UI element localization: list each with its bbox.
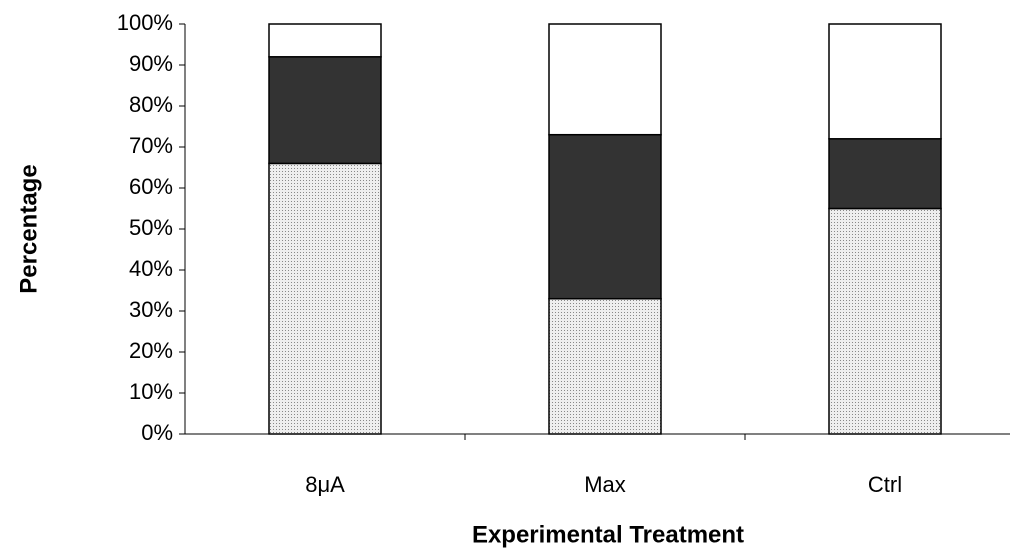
y-tick-label: 10% (129, 379, 173, 404)
x-tick-label: 8μA (305, 472, 345, 497)
bar-segment (268, 23, 382, 58)
y-tick-label: 40% (129, 256, 173, 281)
bar-segment (268, 56, 382, 165)
y-tick-label: 60% (129, 174, 173, 199)
y-tick-label: 50% (129, 215, 173, 240)
x-axis-title: Experimental Treatment (472, 521, 744, 548)
y-tick-label: 70% (129, 133, 173, 158)
bar-segment (548, 23, 662, 136)
bar-segment (548, 133, 662, 300)
bar-segment (268, 162, 382, 435)
y-tick-label: 90% (129, 51, 173, 76)
y-tick-label: 20% (129, 338, 173, 363)
x-tick-label: Ctrl (868, 472, 902, 497)
bar-segment (828, 23, 942, 140)
y-axis-title: Percentage (15, 164, 42, 293)
y-tick-label: 30% (129, 297, 173, 322)
bar-segment (828, 207, 942, 435)
y-tick-label: 100% (117, 10, 173, 35)
bar-segment (548, 297, 662, 435)
y-tick-label: 0% (141, 420, 173, 445)
y-tick-label: 80% (129, 92, 173, 117)
x-tick-label: Max (584, 472, 626, 497)
bar-segment (828, 138, 942, 210)
